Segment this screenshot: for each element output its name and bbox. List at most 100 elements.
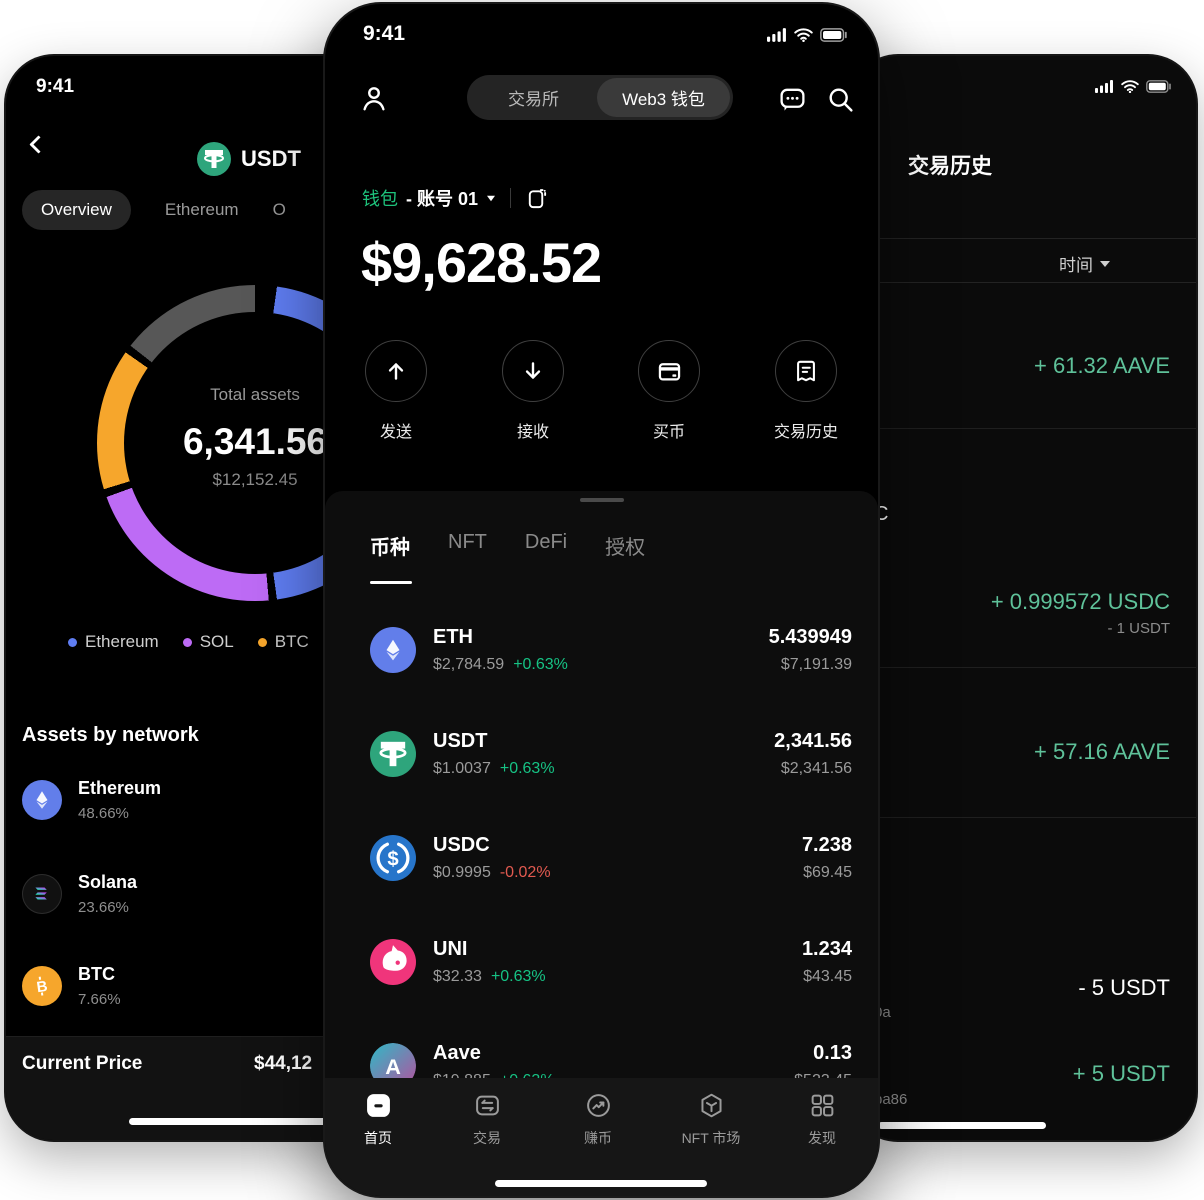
tab-overview[interactable]: Overview <box>22 190 131 230</box>
tx-amount[interactable]: + 5 USDT <box>1072 1061 1170 1086</box>
earn-icon <box>553 1092 643 1119</box>
receive-button[interactable]: 接收 <box>473 340 593 442</box>
usdt-icon <box>197 142 232 176</box>
segment-web3-wallet[interactable]: Web3 钱包 <box>597 78 730 117</box>
solana-icon <box>22 874 62 914</box>
right-phone: 交易历史 时间 + 61.32 AAVE C + 0.999572 USDC -… <box>850 56 1196 1140</box>
send-button[interactable]: 发送 <box>336 340 456 442</box>
nav-trade[interactable]: 交易 <box>442 1092 532 1148</box>
status-time: 9:41 <box>363 22 406 45</box>
token-change: +0.63% <box>513 656 568 673</box>
status-time: 9:41 <box>36 76 75 97</box>
legend-item-ethereum: Ethereum <box>68 632 159 652</box>
usdt-icon <box>370 731 416 777</box>
legend-dot-sol <box>182 637 192 647</box>
uni-icon <box>370 939 416 985</box>
token-change: -0.02% <box>499 864 551 881</box>
tx-address-partial: 0a <box>874 1004 891 1021</box>
nav-home[interactable]: 首页 <box>333 1092 423 1148</box>
network-row-solana[interactable]: Solana 23.66% <box>22 872 137 916</box>
arrow-down-icon <box>502 340 564 402</box>
tx-amount[interactable]: - 5 USDT <box>1078 975 1170 1000</box>
active-tab-underline <box>370 581 412 584</box>
page-title: USDT <box>241 146 301 171</box>
legend-dot-ethereum <box>68 637 77 647</box>
current-price-value: $44,12 <box>254 1053 313 1074</box>
total-balance: $9,628.52 <box>361 231 602 294</box>
account-label: - 账号 01 <box>406 189 479 209</box>
search-icon[interactable] <box>826 85 855 114</box>
wallet-account-selector[interactable]: 钱包 - 账号 01 <box>362 185 548 211</box>
token-price: $2,784.59 <box>433 656 505 673</box>
home-indicator[interactable] <box>878 1122 1046 1129</box>
buy-crypto-button[interactable]: 买币 <box>609 340 729 442</box>
segment-exchange[interactable]: 交易所 <box>508 90 559 109</box>
token-price: $32.33 <box>433 968 482 985</box>
token-row-eth[interactable]: ETH $2,784.59 +0.63% 5.439949 $7,191.39 <box>325 598 878 702</box>
tab-nft[interactable]: NFT <box>448 531 487 553</box>
network-row-btc[interactable]: B BTC 7.66% <box>22 964 121 1008</box>
profile-icon[interactable] <box>359 83 389 113</box>
tab-approvals[interactable]: 授权 <box>605 537 646 559</box>
donut-center-value: 6,341.56 <box>182 421 328 462</box>
asset-tabs: 币种 NFT DeFi 授权 <box>370 531 645 560</box>
svg-text:A: A <box>385 1054 401 1079</box>
status-icons <box>1095 80 1172 93</box>
grid-icon <box>777 1092 867 1119</box>
token-row-usdc[interactable]: $ USDC $0.9995 -0.02% 7.238 $69.45 <box>325 806 878 910</box>
tab-coins[interactable]: 币种 <box>370 537 410 559</box>
chevron-down-icon <box>487 195 496 201</box>
divider <box>874 667 1196 668</box>
divider <box>874 428 1196 429</box>
donut-center-usd: $12,152.45 <box>212 470 298 489</box>
chat-icon[interactable] <box>778 85 807 114</box>
bottom-nav: 首页 交易 赚币 NFT 市场 发现 <box>325 1078 878 1196</box>
wallet-label: 钱包 <box>362 189 398 209</box>
tab-third-partial[interactable]: O <box>272 200 286 219</box>
nft-hexagon-icon <box>666 1092 756 1119</box>
switch-account-icon[interactable] <box>525 187 548 210</box>
time-filter[interactable]: 时间 <box>1059 251 1110 276</box>
history-filter-bar: 时间 <box>850 238 1196 283</box>
ethereum-icon <box>22 780 62 820</box>
eth-icon <box>370 627 416 673</box>
home-icon <box>333 1092 423 1119</box>
token-change: +0.63% <box>490 968 546 985</box>
battery-icon <box>820 28 848 42</box>
tab-defi[interactable]: DeFi <box>524 531 568 553</box>
tx-amount[interactable]: + 0.999572 USDC <box>990 589 1170 614</box>
aave-icon: A <box>370 1043 416 1089</box>
token-row-uni[interactable]: UNI $32.33 +0.63% 1.234 $43.45 <box>325 910 878 1014</box>
home-indicator[interactable] <box>495 1180 707 1187</box>
tab-ethereum[interactable]: Ethereum <box>164 200 239 219</box>
token-row-usdt[interactable]: USDT $1.0037 +0.63% 2,341.56 $2,341.56 <box>325 702 878 806</box>
trade-icon <box>442 1092 532 1119</box>
nav-earn[interactable]: 赚币 <box>553 1092 643 1148</box>
svg-text:B: B <box>36 978 49 996</box>
history-button[interactable]: 交易历史 <box>746 340 866 442</box>
document-icon <box>775 340 837 402</box>
chain-tabs: Overview Ethereum O <box>22 190 286 230</box>
network-row-ethereum[interactable]: Ethereum 48.66% <box>22 778 161 822</box>
token-change: +0.63% <box>499 760 555 777</box>
home-indicator[interactable] <box>129 1118 369 1125</box>
tx-amount[interactable]: + 61.32 AAVE <box>1034 353 1170 378</box>
token-price: $0.9995 <box>433 864 491 881</box>
legend-item-sol: SOL <box>182 632 234 652</box>
tx-amount[interactable]: + 57.16 AAVE <box>1034 739 1170 764</box>
nav-nft-market[interactable]: NFT 市场 <box>666 1092 756 1148</box>
status-icons <box>767 28 848 42</box>
center-phone: 9:41 交易所 Web3 钱包 钱包 - 账号 01 <box>325 4 878 1196</box>
donut-center-label: Total assets <box>210 385 300 404</box>
history-title: 交易历史 <box>908 155 992 178</box>
chevron-down-icon <box>1100 260 1110 267</box>
tx-sub-amount: - 1 USDT <box>1107 620 1170 637</box>
nav-discover[interactable]: 发现 <box>777 1092 867 1148</box>
drag-handle[interactable] <box>579 498 624 502</box>
wifi-icon <box>794 28 813 42</box>
signal-icon <box>1095 80 1114 93</box>
usdc-icon: $ <box>370 835 416 881</box>
segmented-control: 交易所 Web3 钱包 <box>467 75 733 120</box>
tx-address-partial: ba86 <box>874 1091 908 1108</box>
